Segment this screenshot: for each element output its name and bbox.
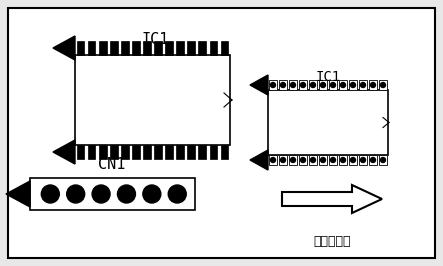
- Polygon shape: [282, 185, 382, 213]
- Circle shape: [381, 82, 385, 88]
- Text: 过波峰方向: 过波峰方向: [313, 235, 351, 248]
- Bar: [132, 41, 140, 55]
- Bar: [88, 41, 96, 55]
- Bar: [132, 145, 140, 159]
- Bar: [269, 155, 277, 165]
- Circle shape: [341, 82, 346, 88]
- Bar: [143, 145, 151, 159]
- Bar: [369, 80, 377, 90]
- Bar: [210, 41, 217, 55]
- Bar: [77, 145, 85, 159]
- Circle shape: [311, 157, 315, 163]
- Circle shape: [300, 157, 306, 163]
- Bar: [289, 155, 297, 165]
- Bar: [339, 80, 347, 90]
- Bar: [299, 80, 307, 90]
- Bar: [309, 155, 317, 165]
- Bar: [279, 155, 287, 165]
- Bar: [198, 145, 206, 159]
- Bar: [379, 155, 387, 165]
- Circle shape: [370, 82, 376, 88]
- Polygon shape: [250, 75, 268, 95]
- Bar: [165, 41, 173, 55]
- Bar: [110, 145, 118, 159]
- Polygon shape: [53, 36, 75, 60]
- Bar: [121, 41, 129, 55]
- Circle shape: [361, 82, 365, 88]
- Circle shape: [168, 185, 186, 203]
- Bar: [176, 41, 184, 55]
- Text: IC1: IC1: [315, 70, 341, 84]
- Bar: [369, 155, 377, 165]
- Bar: [299, 155, 307, 165]
- Circle shape: [280, 157, 285, 163]
- Circle shape: [381, 157, 385, 163]
- Circle shape: [92, 185, 110, 203]
- Circle shape: [341, 157, 346, 163]
- Bar: [359, 155, 367, 165]
- Bar: [154, 145, 162, 159]
- Bar: [221, 41, 228, 55]
- Bar: [221, 145, 228, 159]
- Circle shape: [330, 157, 335, 163]
- Circle shape: [67, 185, 85, 203]
- Circle shape: [271, 157, 276, 163]
- Circle shape: [361, 157, 365, 163]
- Text: IC1: IC1: [141, 32, 169, 47]
- Bar: [198, 41, 206, 55]
- Bar: [329, 155, 337, 165]
- Bar: [165, 145, 173, 159]
- Bar: [339, 155, 347, 165]
- Bar: [154, 41, 162, 55]
- Bar: [319, 155, 327, 165]
- Circle shape: [291, 82, 295, 88]
- Circle shape: [280, 82, 285, 88]
- Bar: [176, 145, 184, 159]
- Circle shape: [271, 82, 276, 88]
- Bar: [143, 41, 151, 55]
- Bar: [121, 145, 129, 159]
- Circle shape: [330, 82, 335, 88]
- Circle shape: [320, 82, 326, 88]
- Bar: [309, 80, 317, 90]
- Bar: [349, 80, 357, 90]
- Bar: [30, 178, 195, 210]
- Circle shape: [41, 185, 59, 203]
- Bar: [77, 41, 85, 55]
- Bar: [329, 80, 337, 90]
- Circle shape: [117, 185, 136, 203]
- Bar: [379, 80, 387, 90]
- Bar: [349, 155, 357, 165]
- Bar: [279, 80, 287, 90]
- Bar: [99, 41, 107, 55]
- Bar: [75, 55, 230, 145]
- Bar: [187, 145, 195, 159]
- Circle shape: [311, 82, 315, 88]
- Polygon shape: [250, 150, 268, 170]
- Circle shape: [350, 82, 355, 88]
- Circle shape: [291, 157, 295, 163]
- Bar: [268, 90, 388, 155]
- Text: CN1: CN1: [98, 157, 126, 172]
- Polygon shape: [53, 140, 75, 164]
- Bar: [99, 145, 107, 159]
- Bar: [359, 80, 367, 90]
- Bar: [110, 41, 118, 55]
- Circle shape: [350, 157, 355, 163]
- Circle shape: [320, 157, 326, 163]
- Bar: [269, 80, 277, 90]
- Bar: [319, 80, 327, 90]
- Bar: [210, 145, 217, 159]
- Circle shape: [300, 82, 306, 88]
- Polygon shape: [6, 181, 30, 207]
- Circle shape: [370, 157, 376, 163]
- Bar: [187, 41, 195, 55]
- Bar: [88, 145, 96, 159]
- Circle shape: [143, 185, 161, 203]
- Bar: [289, 80, 297, 90]
